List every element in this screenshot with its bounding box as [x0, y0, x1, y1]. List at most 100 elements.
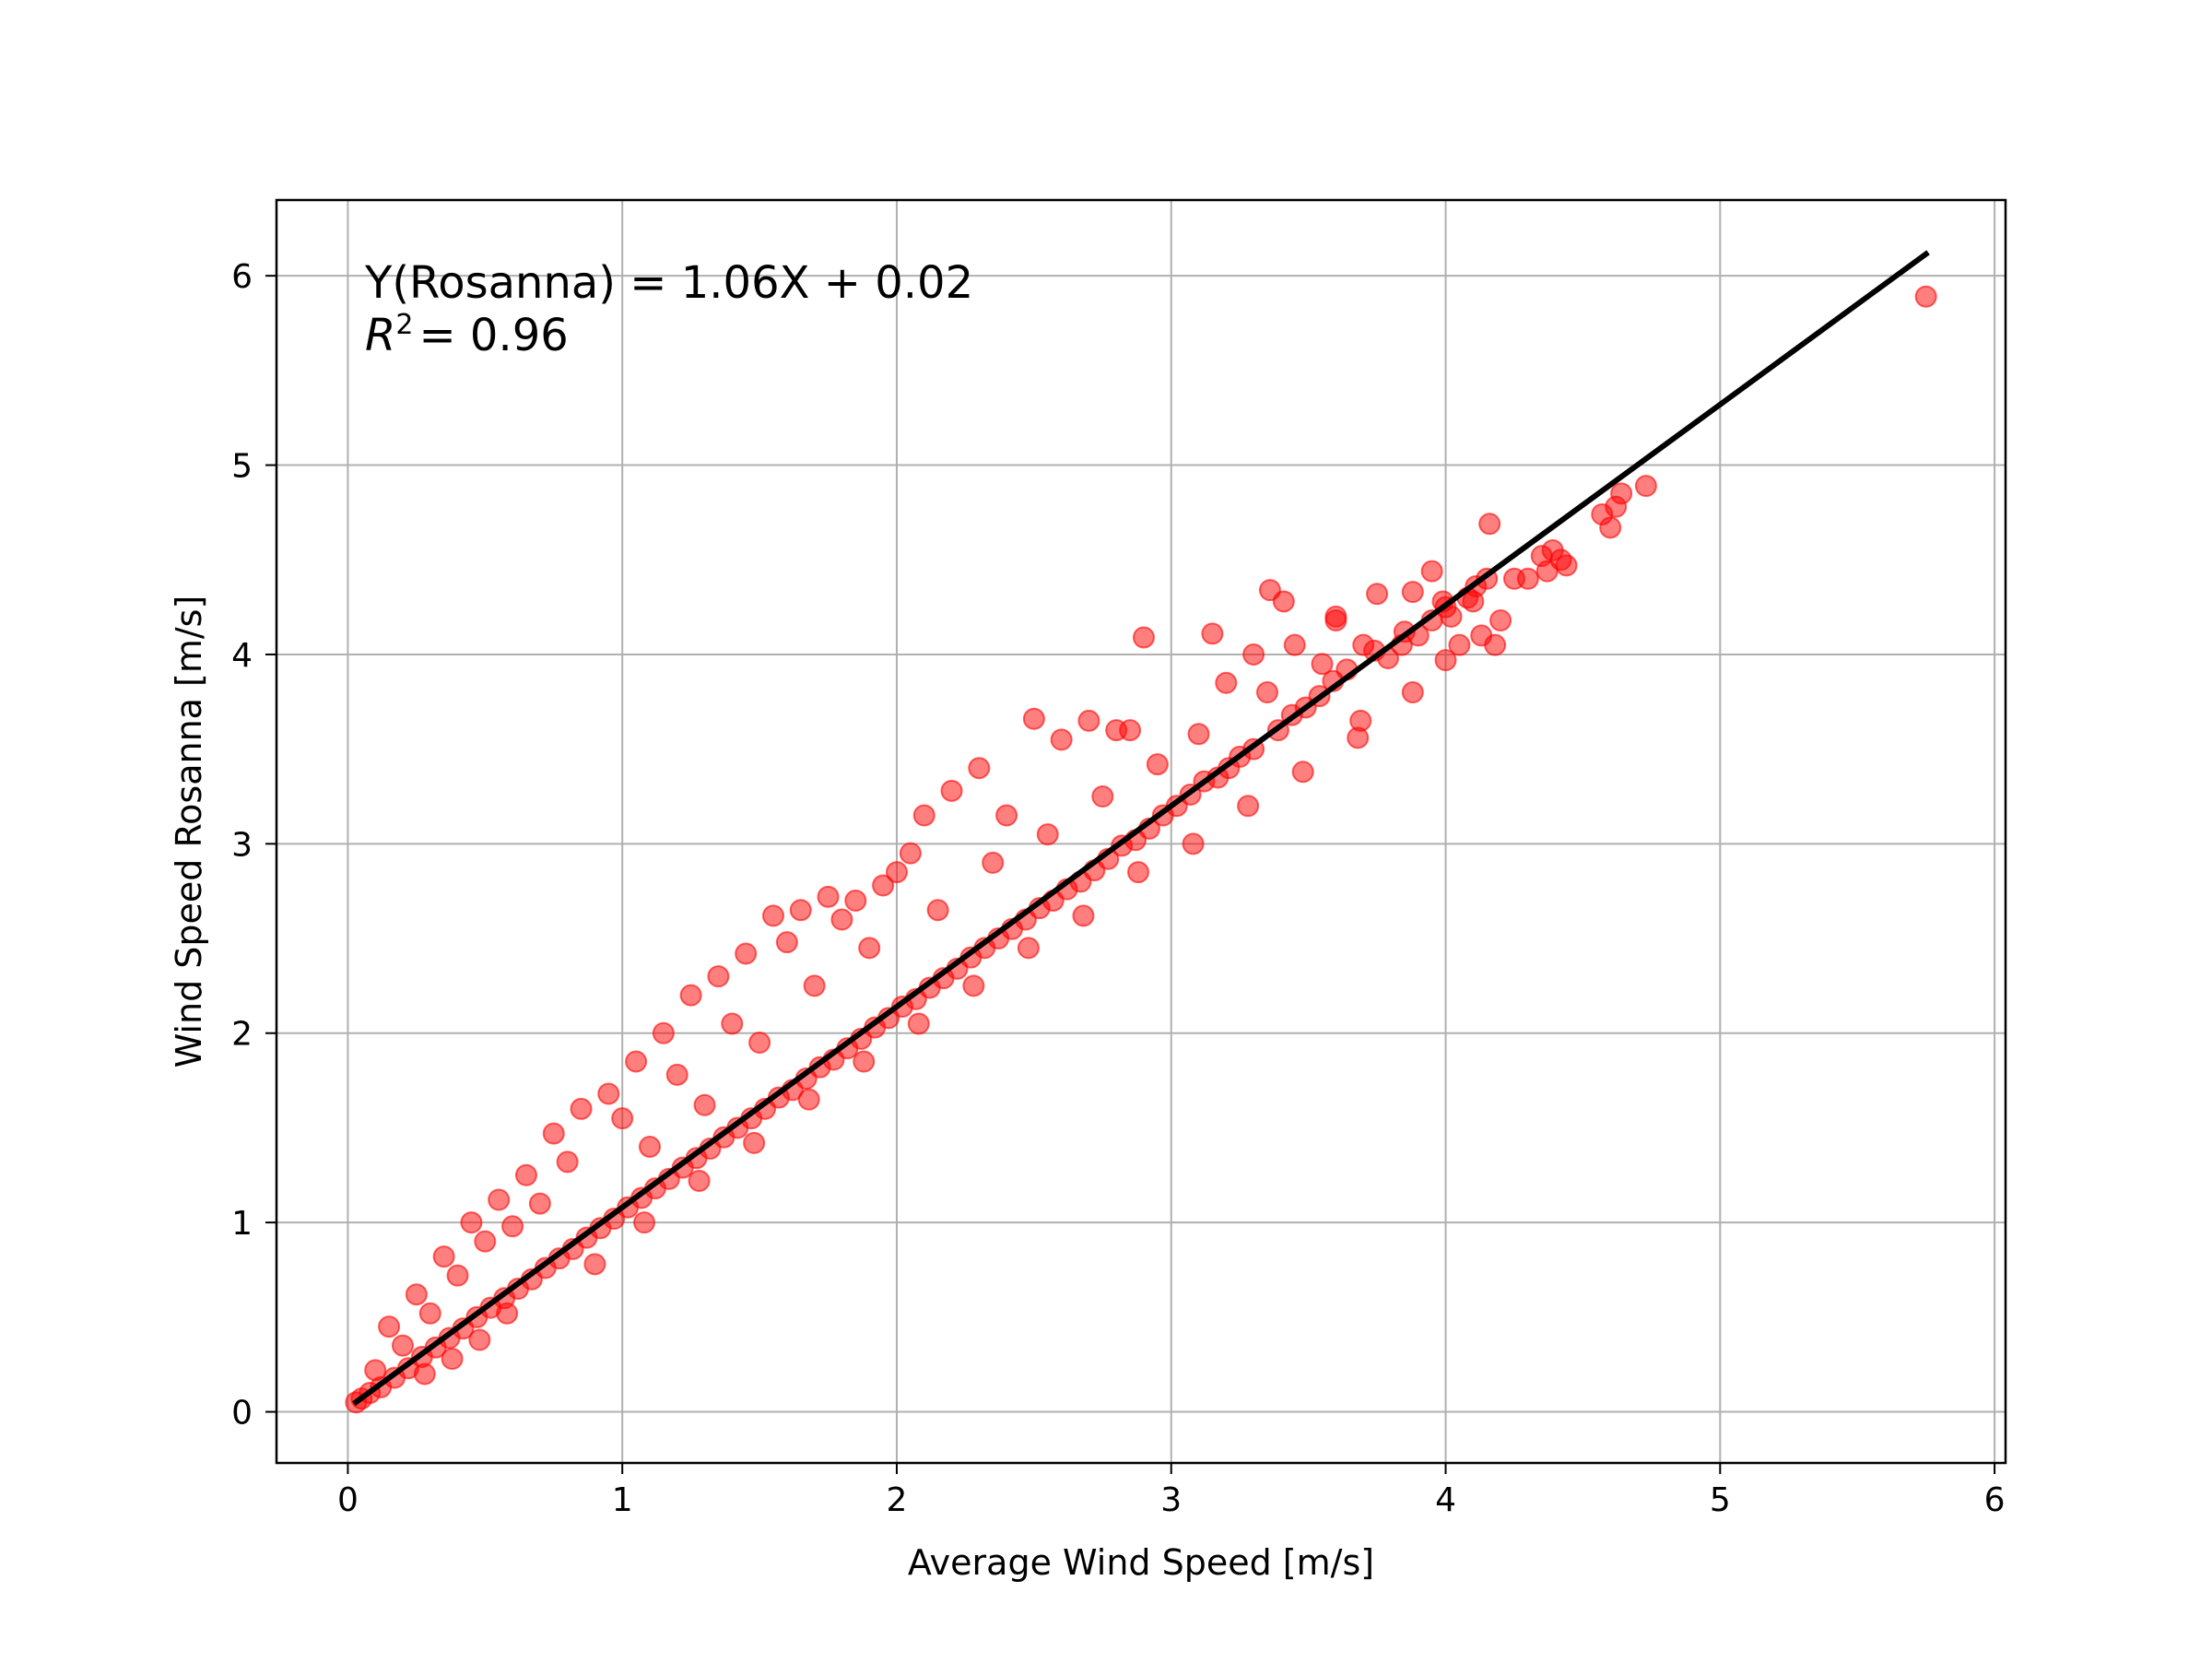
- data-point: [432, 1245, 455, 1268]
- data-point: [1036, 823, 1059, 846]
- data-point: [817, 885, 840, 908]
- data-point: [748, 1032, 771, 1055]
- data-point: [853, 1050, 876, 1073]
- data-point: [982, 851, 1005, 874]
- data-point: [488, 1188, 511, 1211]
- y-tick-label: 0: [231, 1395, 253, 1433]
- data-point: [1237, 795, 1260, 818]
- data-point: [391, 1334, 414, 1357]
- data-point: [1484, 633, 1507, 656]
- y-tick-label: 2: [231, 1016, 253, 1054]
- x-tick-label: 1: [612, 1481, 633, 1519]
- plot-frame: [275, 198, 2007, 1465]
- data-point: [1347, 726, 1370, 749]
- data-point: [496, 1302, 519, 1325]
- data-point: [597, 1082, 620, 1105]
- y-tick-label: 6: [231, 258, 253, 296]
- data-point: [378, 1315, 401, 1339]
- data-point: [665, 1063, 688, 1086]
- data-point: [1283, 633, 1306, 656]
- data-point: [1401, 681, 1424, 704]
- data-point: [1201, 622, 1224, 645]
- data-point: [441, 1348, 464, 1371]
- fit-line: [352, 250, 1930, 1407]
- data-point: [1420, 560, 1443, 583]
- grid: [276, 200, 2006, 1463]
- data-point: [1530, 545, 1553, 568]
- regression-equation: Y(Rosanna) = 1.06X + 0.02: [364, 257, 973, 309]
- y-axis-label: Wind Speed Rosanna [m/s]: [169, 596, 209, 1068]
- x-tick-label: 3: [1160, 1481, 1182, 1519]
- data-point: [679, 984, 702, 1007]
- data-point: [1291, 761, 1314, 784]
- data-point: [803, 974, 826, 997]
- data-point: [885, 861, 908, 884]
- data-point: [405, 1283, 428, 1306]
- data-point: [1272, 590, 1295, 613]
- data-point: [1187, 723, 1210, 746]
- data-point: [995, 804, 1018, 827]
- data-point: [1489, 608, 1512, 631]
- data-point: [528, 1192, 551, 1215]
- data-point: [611, 1107, 634, 1130]
- data-point: [514, 1163, 537, 1186]
- data-point: [1132, 626, 1155, 649]
- data-point: [556, 1150, 579, 1174]
- data-point: [1017, 937, 1040, 960]
- data-point: [1022, 707, 1045, 730]
- data-point: [542, 1122, 565, 1145]
- y-tick-label: 1: [231, 1205, 253, 1243]
- x-tick-label: 6: [1984, 1481, 2006, 1519]
- data-point: [721, 1012, 744, 1035]
- data-point: [1434, 649, 1457, 672]
- axis-ticks: 0 1 2 3 4 5 6 0 1 2 3 4 5 6: [231, 258, 2005, 1519]
- data-point: [652, 1021, 675, 1044]
- data-point: [1352, 633, 1375, 656]
- data-point: [688, 1169, 711, 1192]
- data-points: [345, 285, 1937, 1414]
- data-point: [446, 1264, 469, 1287]
- data-point: [583, 1253, 606, 1276]
- fit-line-layer: [352, 250, 1930, 1407]
- x-axis-label: Average Wind Speed [m/s]: [908, 1542, 1374, 1583]
- data-point: [1324, 605, 1347, 628]
- data-point: [1366, 583, 1389, 606]
- r-squared-exponent: 2: [395, 309, 413, 341]
- x-tick-label: 0: [337, 1481, 359, 1519]
- data-point: [1634, 475, 1657, 498]
- r-squared-symbol: R: [365, 310, 395, 361]
- data-point: [962, 974, 985, 997]
- data-point: [1215, 671, 1238, 694]
- data-point: [1127, 861, 1150, 884]
- x-tick-label: 5: [1710, 1481, 1731, 1519]
- data-point: [1914, 285, 1937, 308]
- data-point: [797, 1088, 820, 1111]
- x-tick-label: 4: [1435, 1481, 1456, 1519]
- data-point: [474, 1230, 497, 1253]
- data-point: [707, 965, 730, 988]
- data-point: [1311, 653, 1334, 676]
- data-point: [413, 1362, 436, 1386]
- data-point: [364, 1359, 387, 1382]
- y-tick-label: 5: [231, 448, 253, 486]
- data-point: [625, 1050, 648, 1073]
- data-point: [912, 804, 935, 827]
- data-point: [735, 942, 758, 965]
- data-point: [460, 1211, 483, 1234]
- data-point: [1105, 719, 1128, 742]
- y-tick-label: 3: [231, 826, 253, 864]
- r-squared-value: = 0.96: [418, 310, 568, 361]
- data-point: [638, 1135, 661, 1158]
- data-point: [907, 1012, 930, 1035]
- data-point: [872, 874, 895, 897]
- data-point: [1091, 785, 1114, 808]
- data-point: [899, 842, 922, 865]
- data-point: [1591, 502, 1614, 525]
- data-point: [775, 931, 798, 954]
- data-point: [501, 1215, 524, 1238]
- data-point: [1050, 728, 1073, 751]
- data-point: [858, 937, 881, 960]
- data-point: [633, 1211, 656, 1234]
